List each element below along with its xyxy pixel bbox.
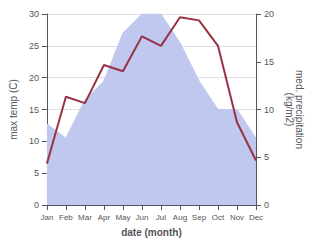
svg-text:Apr: Apr — [98, 213, 111, 222]
svg-text:Dec: Dec — [249, 213, 263, 222]
svg-text:Jul: Jul — [156, 213, 166, 222]
svg-text:Feb: Feb — [59, 213, 73, 222]
svg-text:(kg/m2): (kg/m2) — [284, 93, 295, 127]
svg-text:Sep: Sep — [192, 213, 207, 222]
svg-text:max temp (C): max temp (C) — [8, 79, 19, 140]
svg-text:Nov: Nov — [230, 213, 244, 222]
svg-text:Oct: Oct — [212, 213, 225, 222]
svg-text:5: 5 — [34, 168, 39, 178]
svg-text:Jun: Jun — [135, 213, 148, 222]
svg-text:10: 10 — [264, 105, 274, 115]
svg-text:15: 15 — [29, 105, 39, 115]
svg-text:date (month): date (month) — [121, 227, 182, 238]
svg-text:10: 10 — [29, 136, 39, 146]
svg-text:Jan: Jan — [40, 213, 53, 222]
svg-text:0: 0 — [264, 200, 269, 210]
svg-text:5: 5 — [264, 152, 269, 162]
svg-text:Aug: Aug — [173, 213, 187, 222]
svg-text:May: May — [115, 213, 130, 222]
svg-text:25: 25 — [29, 41, 39, 51]
svg-text:30: 30 — [29, 9, 39, 19]
svg-text:20: 20 — [29, 73, 39, 83]
svg-text:med. precipitation: med. precipitation — [294, 70, 306, 149]
svg-text:Mar: Mar — [78, 213, 92, 222]
svg-text:0: 0 — [34, 200, 39, 210]
svg-text:20: 20 — [264, 9, 274, 19]
svg-text:15: 15 — [264, 57, 274, 67]
